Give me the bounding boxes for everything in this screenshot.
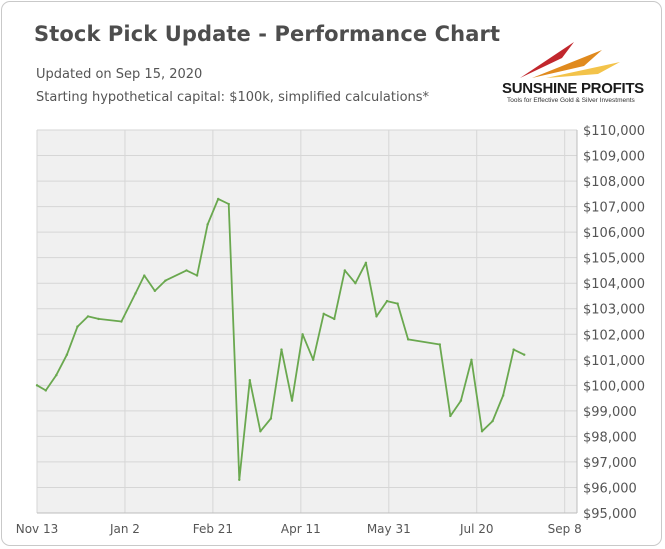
x-tick-label: Jan 2 xyxy=(109,522,140,536)
data-point xyxy=(311,358,315,361)
plot-background xyxy=(37,130,577,513)
x-tick-label: Jul 20 xyxy=(459,522,494,536)
y-tick-label: $99,000 xyxy=(583,405,637,420)
y-tick-label: $107,000 xyxy=(583,201,645,216)
data-point xyxy=(97,317,100,321)
data-point xyxy=(86,315,90,318)
y-axis-labels: $95,000 $96,000 $97,000 $98,000 $99,000 $100,… xyxy=(583,124,645,522)
data-point xyxy=(470,358,473,361)
logo-swoosh-orange xyxy=(532,50,602,78)
data-point xyxy=(375,315,378,318)
data-point xyxy=(120,320,123,323)
y-tick-label: $103,000 xyxy=(583,303,645,318)
series-layer xyxy=(35,197,526,482)
x-tick-label: Feb 21 xyxy=(193,522,233,536)
y-tick-label: $106,000 xyxy=(583,226,645,241)
y-tick-label: $98,000 xyxy=(583,430,637,445)
data-point xyxy=(280,348,283,351)
data-point xyxy=(512,348,515,351)
y-tick-label: $100,000 xyxy=(583,379,645,394)
y-tick-label: $96,000 xyxy=(583,481,637,496)
logo-swoosh-icon xyxy=(520,42,620,78)
data-point xyxy=(248,379,252,382)
y-tick-label: $97,000 xyxy=(583,456,637,471)
capital-note: Starting hypothetical capital: $100k, si… xyxy=(36,90,430,105)
grid-lines xyxy=(36,129,578,514)
logo-swoosh-yellow xyxy=(546,62,620,78)
x-tick-label: Apr 11 xyxy=(281,522,321,536)
data-point xyxy=(501,394,505,397)
data-point xyxy=(459,399,463,402)
data-point xyxy=(134,292,137,295)
updated-date: Updated on Sep 15, 2020 xyxy=(36,67,203,82)
data-point xyxy=(143,274,146,277)
data-point xyxy=(259,430,262,433)
data-point xyxy=(206,223,209,226)
data-point xyxy=(354,282,357,285)
data-point xyxy=(480,430,484,433)
data-point xyxy=(216,197,220,201)
data-point xyxy=(227,202,230,206)
y-tick-label: $95,000 xyxy=(583,507,637,522)
data-point xyxy=(153,289,157,293)
data-point xyxy=(449,414,452,418)
data-point xyxy=(491,419,494,423)
y-tick-label: $102,000 xyxy=(583,328,645,343)
data-point xyxy=(195,274,199,277)
x-tick-label: May 31 xyxy=(367,522,411,536)
data-point xyxy=(322,312,325,316)
x-axis-labels: Nov 13 Jan 2 Feb 21 Apr 11 May 31 Jul 20 Sep 8 xyxy=(16,522,582,536)
y-tick-label: $104,000 xyxy=(583,277,645,292)
x-tick-label: Sep 8 xyxy=(548,522,582,536)
x-tick-label: Nov 13 xyxy=(16,522,59,536)
data-point xyxy=(438,343,442,346)
logo-name: SUNSHINE PROFITS xyxy=(502,80,644,97)
data-point xyxy=(364,261,368,264)
data-point xyxy=(35,384,39,387)
data-point xyxy=(44,389,47,392)
logo-tagline: Tools for Effective Gold & Silver Invest… xyxy=(507,97,635,104)
y-tick-label: $109,000 xyxy=(583,150,645,165)
y-tick-label: $105,000 xyxy=(583,252,645,267)
data-point xyxy=(185,269,188,272)
sunshine-profits-logo: SUNSHINE PROFITS Tools for Effective Gol… xyxy=(502,38,652,108)
data-point xyxy=(290,399,294,402)
y-tick-label: $110,000 xyxy=(583,124,645,139)
data-point xyxy=(301,333,304,336)
data-point xyxy=(164,279,167,282)
data-point xyxy=(76,325,79,328)
data-point xyxy=(385,299,389,303)
data-point xyxy=(396,302,399,305)
data-point xyxy=(238,478,241,482)
data-point xyxy=(65,353,69,356)
y-tick-label: $101,000 xyxy=(583,354,645,369)
data-point xyxy=(343,269,347,272)
logo-swoosh-red xyxy=(520,42,574,78)
data-point xyxy=(269,417,273,420)
data-point xyxy=(406,338,410,341)
chart-title: Stock Pick Update - Performance Chart xyxy=(34,22,501,46)
y-tick-label: $108,000 xyxy=(583,175,645,190)
data-point xyxy=(55,373,58,377)
data-point xyxy=(523,353,526,356)
data-point xyxy=(333,317,336,321)
